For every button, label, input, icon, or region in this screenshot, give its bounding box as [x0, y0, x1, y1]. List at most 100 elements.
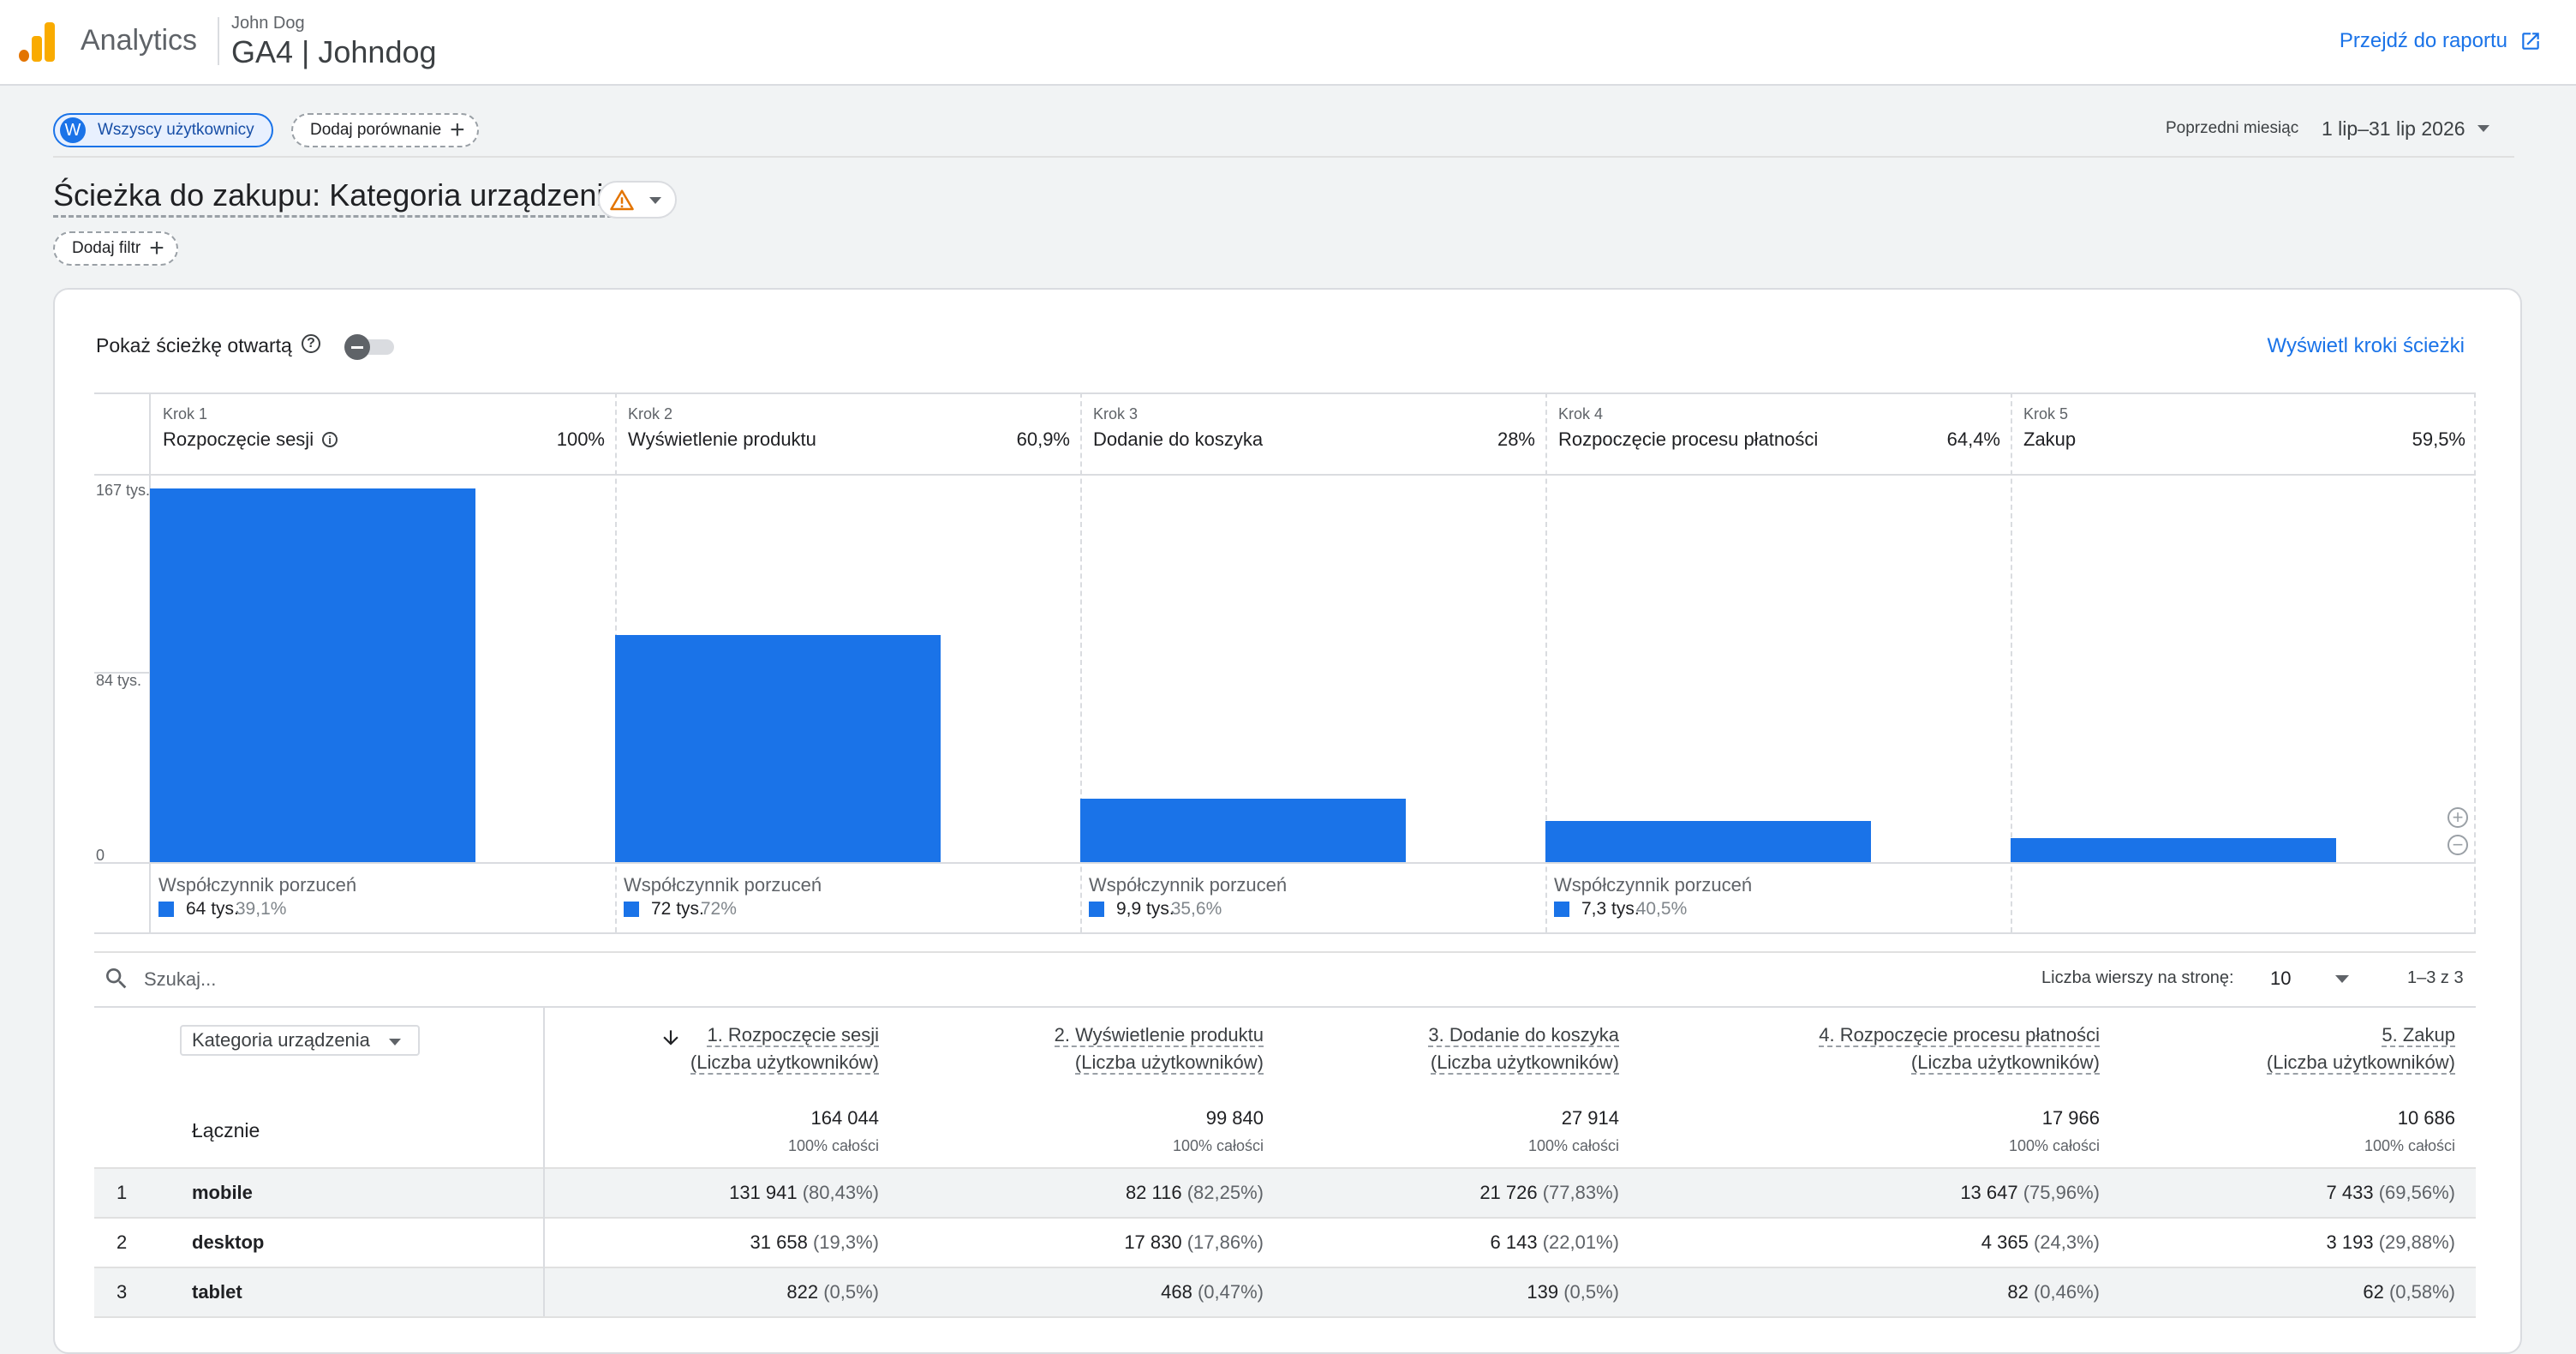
date-range-value[interactable]: 1 lip–31 lip 2026: [2322, 117, 2465, 140]
column-header[interactable]: 5. Zakup (Liczba użytkowników): [2113, 1021, 2455, 1076]
property-selector[interactable]: GA4 | Johndog: [231, 34, 437, 69]
abandonment-value-row[interactable]: 72 tys. 72%: [624, 899, 737, 920]
funnel-bar[interactable]: [2011, 837, 2336, 862]
abandonment-value-row[interactable]: 7,3 tys. 40,5%: [1554, 899, 1687, 920]
funnel-bar[interactable]: [615, 634, 941, 862]
chevron-down-icon: [389, 1039, 401, 1045]
rows-per-page-label: Liczba wierszy na stronę:: [2041, 968, 2234, 987]
go-to-report-link[interactable]: Przejdź do raportu: [2340, 29, 2542, 53]
segment-label: Wszyscy użytkownicy: [98, 121, 254, 139]
add-comparison-label: Dodaj porównanie: [310, 121, 442, 139]
row-divider: [94, 1217, 2476, 1219]
analytics-logo-icon[interactable]: [19, 22, 57, 62]
funnel-bar[interactable]: [150, 488, 475, 862]
step-name[interactable]: Rozpoczęcie sesji i: [163, 428, 338, 451]
add-comparison-button[interactable]: Dodaj porównanie +: [291, 113, 479, 147]
row-metric-cell: 4 365 (24,3%): [1774, 1231, 2100, 1254]
funnel-bar[interactable]: [1080, 798, 1406, 862]
abandonment-value: 64 tys.: [186, 899, 239, 919]
abandonment-legend-swatch: [624, 902, 639, 917]
zoom-out-icon[interactable]: −: [2447, 835, 2468, 855]
step-name[interactable]: Rozpoczęcie procesu płatności: [1558, 428, 1818, 451]
metric-share: (0,46%): [2033, 1281, 2100, 1303]
account-user[interactable]: John Dog: [231, 14, 305, 33]
y-tick-label: 84 tys.: [96, 672, 142, 689]
open-funnel-label: Pokaż ścieżkę otwartą: [96, 334, 292, 356]
abandonment-value-row[interactable]: 9,9 tys. 35,6%: [1089, 899, 1222, 920]
abandonment-value: 72 tys.: [651, 899, 704, 919]
step-name[interactable]: Wyświetlenie produktu: [628, 428, 816, 451]
column-subtitle: (Liczba użytkowników): [1910, 1051, 2100, 1075]
row-metric-cell: 131 941 (80,43%): [553, 1182, 879, 1204]
step-percent: 60,9%: [1016, 428, 1070, 450]
row-metric-cell: 31 658 (19,3%): [553, 1231, 879, 1254]
chart-header-divider: [94, 474, 2476, 476]
y-tick-label: 0: [96, 847, 105, 864]
total-share: 100% całości: [2008, 1137, 2100, 1154]
column-subtitle: (Liczba użytkowników): [1430, 1051, 1619, 1075]
step-percent: 28%: [1497, 428, 1535, 450]
total-value: 27 914: [1561, 1107, 1619, 1129]
abandonment-percent: 35,6%: [1170, 899, 1222, 919]
column-header[interactable]: 1. Rozpoczęcie sesji (Liczba użytkowników…: [519, 1021, 879, 1076]
row-index: 3: [117, 1281, 128, 1303]
report-warning-menu[interactable]: [598, 181, 677, 219]
row-metric-cell: 82 (0,46%): [1774, 1281, 2100, 1303]
abandonment-value-row[interactable]: 64 tys. 39,1%: [158, 899, 286, 920]
funnel-bar[interactable]: [1545, 821, 1871, 862]
totals-divider: [94, 1167, 2476, 1169]
date-preset-label[interactable]: Poprzedni miesiąc: [2166, 119, 2299, 137]
metric-value: 4 365: [1981, 1231, 2034, 1253]
row-dimension-value: desktop: [192, 1231, 265, 1253]
step-name[interactable]: Dodanie do koszyka: [1093, 428, 1263, 451]
row-metric-cell: 62 (0,58%): [2130, 1281, 2455, 1303]
metric-value: 82: [2007, 1281, 2034, 1303]
go-to-report-label: Przejdź do raportu: [2339, 29, 2507, 52]
help-icon[interactable]: ?: [302, 334, 320, 353]
row-metric-cell: 6 143 (22,01%): [1294, 1231, 1619, 1254]
info-icon[interactable]: i: [322, 432, 338, 447]
table-row[interactable]: [94, 1268, 2476, 1316]
step-name[interactable]: Zakup: [2023, 428, 2076, 451]
date-dropdown-icon[interactable]: [2477, 125, 2489, 132]
table-row[interactable]: [94, 1169, 2476, 1217]
sort-descending-icon[interactable]: [660, 1027, 682, 1049]
open-funnel-toggle[interactable]: [344, 334, 396, 360]
rows-per-page-select[interactable]: 10: [2270, 968, 2292, 989]
row-index: 1: [117, 1182, 128, 1203]
metric-share: (82,25%): [1186, 1182, 1264, 1203]
chevron-down-icon[interactable]: [2335, 975, 2349, 983]
metric-value: 468: [1161, 1281, 1198, 1303]
step-name-label: Wyświetlenie produktu: [628, 428, 816, 450]
metric-share: (0,47%): [1197, 1281, 1264, 1303]
chart-right-border: [2474, 392, 2476, 932]
step-percent: 64,4%: [1946, 428, 2000, 450]
step-number: Krok 4: [1558, 405, 1604, 422]
table-search-input[interactable]: [144, 967, 658, 992]
step-name-label: Dodanie do koszyka: [1093, 428, 1264, 450]
row-metric-cell: 17 830 (17,86%): [938, 1231, 1264, 1254]
total-value: 99 840: [1205, 1107, 1264, 1129]
zoom-in-icon[interactable]: +: [2447, 807, 2468, 828]
step-name-label: Rozpoczęcie procesu płatności: [1558, 428, 1819, 450]
segment-chip[interactable]: W Wszyscy użytkownicy: [53, 113, 273, 147]
column-header[interactable]: 2. Wyświetlenie produktu (Liczba użytkown…: [904, 1021, 1264, 1076]
column-title: 3. Dodanie do koszyka: [1428, 1024, 1619, 1047]
page-title[interactable]: Ścieżka do zakupu: Kategoria urządzenia: [53, 177, 621, 218]
metric-share: (0,5%): [1563, 1281, 1619, 1303]
controls-divider: [53, 156, 2514, 158]
dimension-select[interactable]: Kategoria urządzenia: [180, 1025, 420, 1056]
column-title: 5. Zakup: [2382, 1024, 2455, 1047]
total-value: 164 044: [810, 1107, 879, 1129]
chart-gridline: [94, 672, 149, 674]
metric-share: (17,86%): [1186, 1231, 1264, 1253]
plus-icon: +: [450, 116, 465, 144]
open-in-new-icon: [2522, 33, 2539, 50]
add-filter-button[interactable]: Dodaj filtr +: [53, 231, 178, 266]
column-header[interactable]: 4. Rozpoczęcie procesu płatności (Liczba …: [1654, 1021, 2100, 1076]
column-header[interactable]: 3. Dodanie do koszyka (Liczba użytkownikó…: [1276, 1021, 1619, 1076]
abandonment-label: Współczynnik porzuceń: [158, 874, 357, 896]
view-funnel-steps-link[interactable]: Wyświetl kroki ścieżki: [2267, 334, 2465, 357]
table-row[interactable]: [94, 1219, 2476, 1267]
row-metric-cell: 82 116 (82,25%): [938, 1182, 1264, 1204]
